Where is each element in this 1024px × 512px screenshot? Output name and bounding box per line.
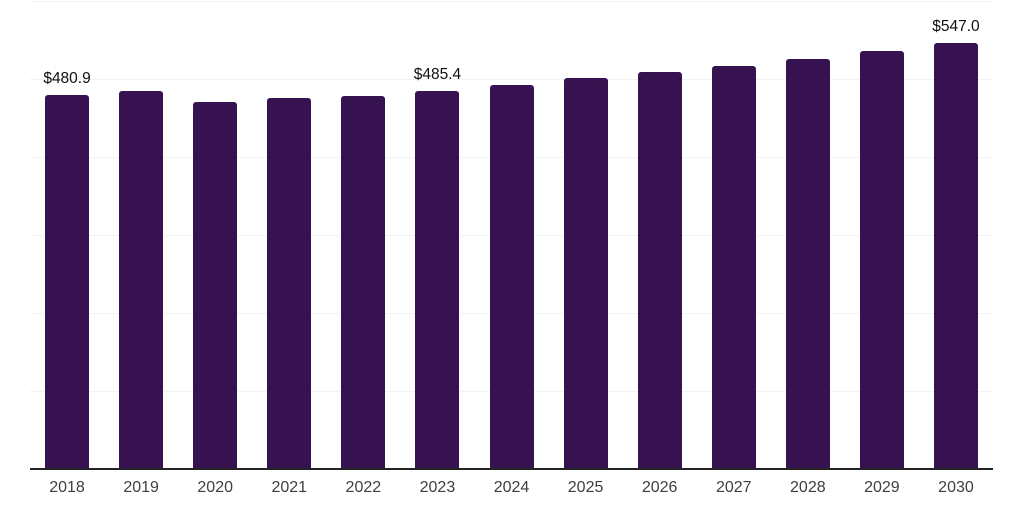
bar-slot-2024	[474, 0, 548, 470]
plot-area: $480.9 $485.4 $547.0	[30, 0, 993, 470]
gridline	[30, 79, 993, 80]
x-tick-label-2024: 2024	[493, 479, 530, 496]
bar-slot-2019	[104, 0, 178, 470]
x-tick-label-2026: 2026	[641, 479, 678, 496]
bar-2028	[785, 58, 830, 470]
x-tick-label-2027: 2027	[715, 479, 752, 496]
bar-slot-2029	[845, 0, 919, 470]
x-axis-tick-labels: 2018 2019 2020 2021 2022 2023 2024 2025 2026 2027…	[30, 478, 993, 498]
bar-2021	[267, 98, 312, 470]
bar-slot-2020	[178, 0, 252, 470]
bar-2029	[859, 51, 904, 470]
gridline	[30, 1, 993, 2]
bar-2024	[489, 85, 534, 470]
x-tick-label-2020: 2020	[197, 479, 233, 496]
x-tick-label-2029: 2029	[864, 479, 900, 496]
bar-slot-2022	[326, 0, 400, 470]
bar-2018	[45, 94, 90, 470]
x-tick-label-2018: 2018	[49, 479, 85, 496]
x-tick-label-2019: 2019	[123, 479, 159, 496]
x-tick-label-2023: 2023	[419, 479, 456, 496]
bar-slot-2030: $547.0	[919, 0, 993, 470]
bar-slot-2021	[252, 0, 326, 470]
bar-slot-2026	[623, 0, 697, 470]
bar-slot-2023: $485.4	[400, 0, 474, 470]
bar-value-label-2030: $547.0	[932, 18, 980, 36]
bar-2023	[415, 91, 460, 470]
bar-2020	[193, 101, 238, 470]
bar-2030	[933, 43, 978, 470]
x-tick-label-2021: 2021	[271, 479, 308, 496]
bar-2019	[119, 90, 164, 470]
bar-value-label-2023: $485.4	[413, 66, 462, 84]
bar-2027	[711, 65, 756, 470]
bar-2025	[563, 78, 608, 470]
x-tick-label-2022: 2022	[345, 479, 382, 496]
bar-2022	[341, 96, 386, 470]
bar-value-label-2018: $480.9	[43, 69, 91, 87]
bar-slot-2025	[549, 0, 623, 470]
x-tick-label-2025: 2025	[567, 479, 604, 496]
bars-row: $480.9 $485.4 $547.0	[30, 0, 993, 470]
x-axis-line	[30, 468, 993, 470]
x-tick-label-2028: 2028	[790, 479, 826, 496]
bar-slot-2027	[697, 0, 771, 470]
bar-slot-2028	[771, 0, 845, 470]
x-tick-label-2030: 2030	[938, 479, 974, 496]
bar-slot-2018: $480.9	[30, 0, 104, 470]
bar-2026	[637, 72, 682, 470]
